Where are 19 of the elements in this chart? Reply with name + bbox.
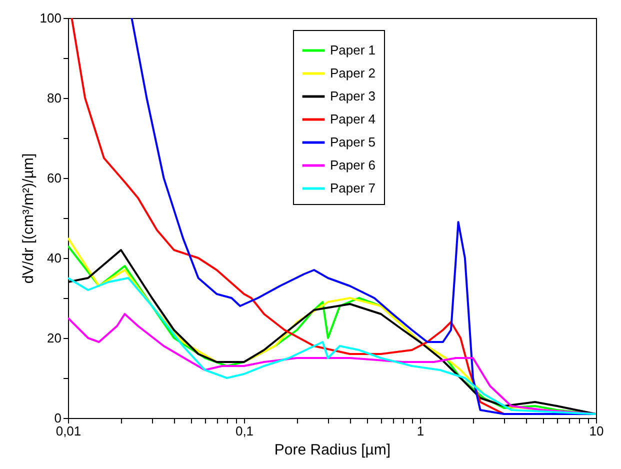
y-tick-label: 0 bbox=[54, 410, 62, 426]
y-tick-label: 60 bbox=[47, 170, 62, 186]
x-tick-label: 0,1 bbox=[235, 424, 254, 438]
x-tick-label: 10 bbox=[589, 424, 604, 438]
legend-label: Paper 3 bbox=[330, 88, 376, 104]
legend-label: Paper 4 bbox=[330, 112, 376, 126]
legend-label: Paper 7 bbox=[330, 180, 376, 196]
x-axis-title: Pore Radius [µm] bbox=[274, 442, 391, 458]
legend-label: Paper 2 bbox=[330, 66, 376, 80]
legend-label: Paper 1 bbox=[330, 42, 376, 58]
y-axis-title: dV/dr [(cm³/m²)/µm] bbox=[20, 153, 37, 284]
y-tick-label: 100 bbox=[40, 10, 62, 26]
x-tick-label: 1 bbox=[416, 424, 424, 438]
legend-label: Paper 6 bbox=[330, 158, 376, 172]
legend-label: Paper 5 bbox=[330, 134, 376, 150]
x-tick-label: 0,01 bbox=[56, 424, 82, 438]
y-tick-label: 80 bbox=[47, 90, 62, 106]
y-tick-label: 20 bbox=[47, 330, 62, 346]
y-tick-label: 40 bbox=[47, 250, 62, 266]
